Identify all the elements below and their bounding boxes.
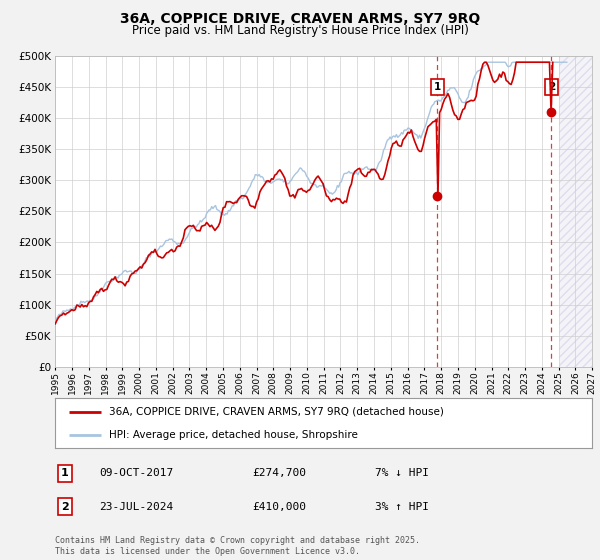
Text: HPI: Average price, detached house, Shropshire: HPI: Average price, detached house, Shro…: [109, 431, 358, 440]
Text: Price paid vs. HM Land Registry's House Price Index (HPI): Price paid vs. HM Land Registry's House …: [131, 24, 469, 37]
Text: 2: 2: [61, 502, 68, 512]
Text: 1: 1: [434, 82, 441, 92]
Text: £410,000: £410,000: [252, 502, 306, 512]
Text: 09-OCT-2017: 09-OCT-2017: [99, 468, 173, 478]
Text: 36A, COPPICE DRIVE, CRAVEN ARMS, SY7 9RQ: 36A, COPPICE DRIVE, CRAVEN ARMS, SY7 9RQ: [120, 12, 480, 26]
Text: 3% ↑ HPI: 3% ↑ HPI: [375, 502, 429, 512]
Text: 1: 1: [61, 468, 68, 478]
Text: 7% ↓ HPI: 7% ↓ HPI: [375, 468, 429, 478]
Text: 2: 2: [548, 82, 555, 92]
Bar: [559, 56, 592, 367]
Text: 23-JUL-2024: 23-JUL-2024: [99, 502, 173, 512]
Bar: [559, 56, 592, 367]
Text: 36A, COPPICE DRIVE, CRAVEN ARMS, SY7 9RQ (detached house): 36A, COPPICE DRIVE, CRAVEN ARMS, SY7 9RQ…: [109, 407, 444, 417]
Text: £274,700: £274,700: [252, 468, 306, 478]
Text: Contains HM Land Registry data © Crown copyright and database right 2025.
This d: Contains HM Land Registry data © Crown c…: [55, 536, 420, 556]
